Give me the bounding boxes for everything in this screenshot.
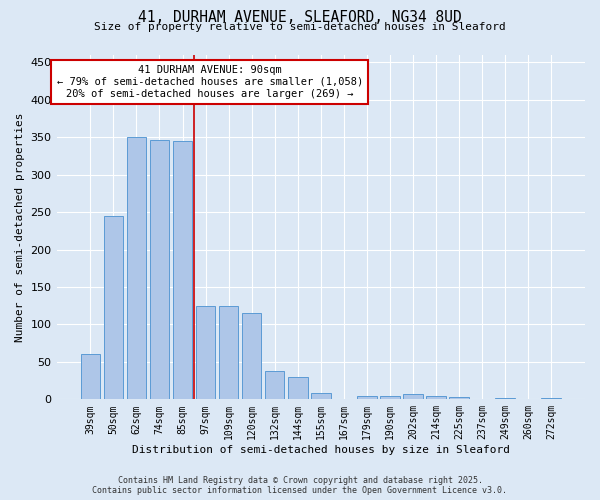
Text: Size of property relative to semi-detached houses in Sleaford: Size of property relative to semi-detach… (94, 22, 506, 32)
Bar (541, 398, 561, 400)
Bar (426, 396, 446, 400)
Text: 41 DURHAM AVENUE: 90sqm
← 79% of semi-detached houses are smaller (1,058)
20% of: 41 DURHAM AVENUE: 90sqm ← 79% of semi-de… (56, 66, 363, 98)
Bar (242, 313, 262, 400)
Bar (173, 141, 193, 400)
Text: 41, DURHAM AVENUE, SLEAFORD, NG34 8UD: 41, DURHAM AVENUE, SLEAFORD, NG34 8UD (138, 10, 462, 25)
Bar (496, 398, 515, 400)
Bar (149, 140, 169, 400)
Bar (196, 306, 215, 400)
Bar (357, 396, 377, 400)
Bar (80, 354, 100, 400)
Text: Contains HM Land Registry data © Crown copyright and database right 2025.
Contai: Contains HM Land Registry data © Crown c… (92, 476, 508, 495)
Bar (127, 138, 146, 400)
Bar (288, 377, 308, 400)
Bar (104, 216, 123, 400)
Bar (403, 394, 423, 400)
X-axis label: Distribution of semi-detached houses by size in Sleaford: Distribution of semi-detached houses by … (132, 445, 510, 455)
Bar (380, 396, 400, 400)
Bar (311, 394, 331, 400)
Bar (219, 306, 238, 400)
Bar (449, 397, 469, 400)
Bar (265, 371, 284, 400)
Y-axis label: Number of semi-detached properties: Number of semi-detached properties (15, 112, 25, 342)
